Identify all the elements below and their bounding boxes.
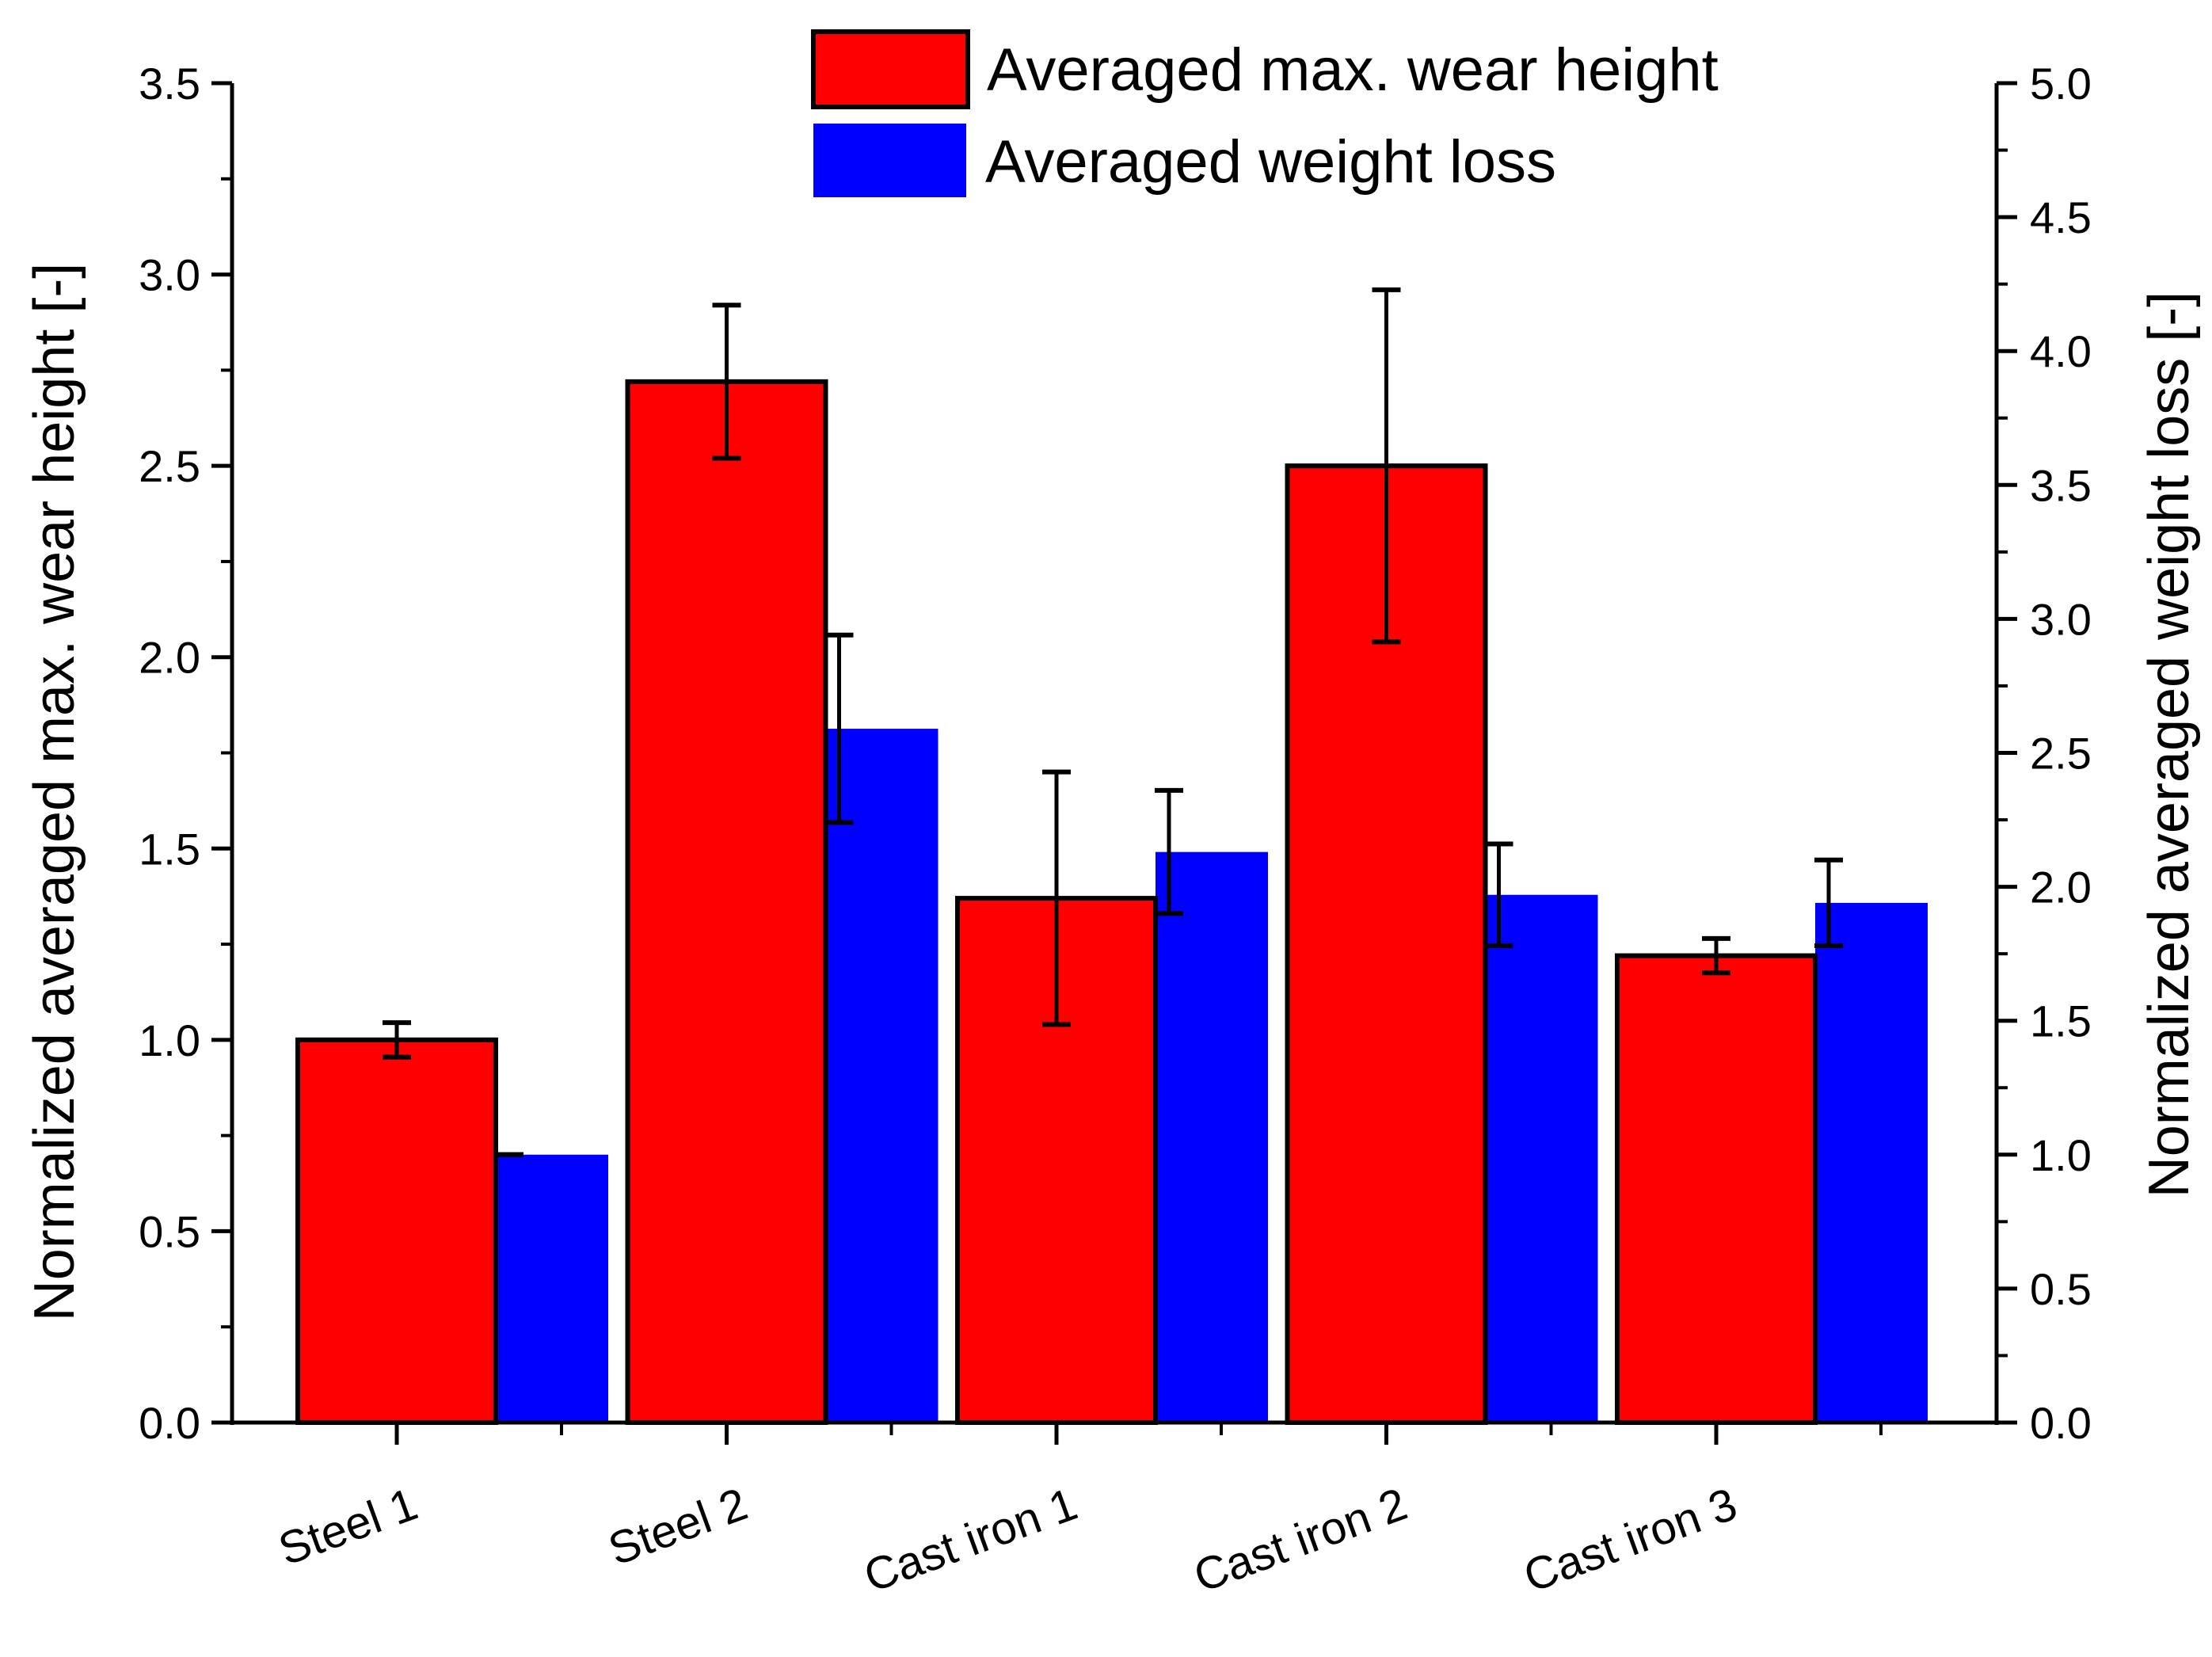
bar-weight-loss-4 [1485,894,1598,1423]
y-axis-right-title: Normalized averaged weight loss [-] [2138,291,2201,1198]
x-tick-label-5: Cast iron 3 [1517,1478,1744,1602]
bars-layer [295,379,1928,1426]
y-right-tick-label-4: 2.0 [2030,863,2092,912]
y-right-tick-label-2: 1.0 [2030,1130,2092,1180]
error-bars-layer [383,287,1843,1157]
legend-label-wear-height: Averaged max. wear height [987,36,1719,104]
y-left-tick-label-4: 2.0 [139,633,200,683]
bar-weight-loss-2 [825,729,938,1423]
y-left-tick-label-6: 3.0 [139,250,200,300]
y-right-tick-label-1: 0.5 [2030,1264,2092,1314]
y-right-tick-label-10: 5.0 [2030,59,2092,109]
y-left-tick-label-2: 1.0 [139,1015,200,1065]
y-right-tick-label-6: 3.0 [2030,594,2092,644]
y-right-tick-label-9: 4.5 [2030,192,2092,242]
x-tick-label-4: Cast iron 2 [1187,1478,1414,1602]
y-left-tick-label-5: 2.5 [139,441,200,491]
y-right-tick-label-0: 0.0 [2030,1398,2092,1448]
legend: Averaged max. wear height Averaged weigh… [811,29,1719,197]
bar-wear-height-2 [625,379,828,1425]
legend-swatch-weight-loss [813,124,966,197]
bar-wear-height-1 [295,1037,498,1426]
y-axis-left-title: Normalized averaged max. wear height [-] [23,263,86,1322]
legend-label-weight-loss: Averaged weight loss [985,128,1556,196]
bar-weight-loss-1 [496,1154,608,1423]
bar-weight-loss-3 [1155,851,1268,1423]
x-tick-label-1: Steel 1 [272,1478,425,1575]
y-right-tick-label-3: 1.5 [2030,996,2092,1046]
y-right-tick-label-5: 2.5 [2030,729,2092,779]
bar-weight-loss-5 [1815,902,1928,1423]
x-tick-label-2: Steel 2 [602,1478,754,1575]
y-right-tick-label-7: 3.5 [2030,460,2092,510]
y-left-tick-label-0: 0.0 [139,1398,200,1448]
y-left-tick-label-3: 1.5 [139,824,200,874]
x-tick-label-3: Cast iron 1 [858,1478,1084,1602]
bar-wear-height-5 [1615,953,1818,1425]
y-right-tick-label-8: 4.0 [2030,326,2092,376]
legend-swatch-wear-height [811,29,970,109]
y-left-tick-label-7: 3.5 [139,59,200,109]
y-left-tick-label-1: 0.5 [139,1206,200,1256]
